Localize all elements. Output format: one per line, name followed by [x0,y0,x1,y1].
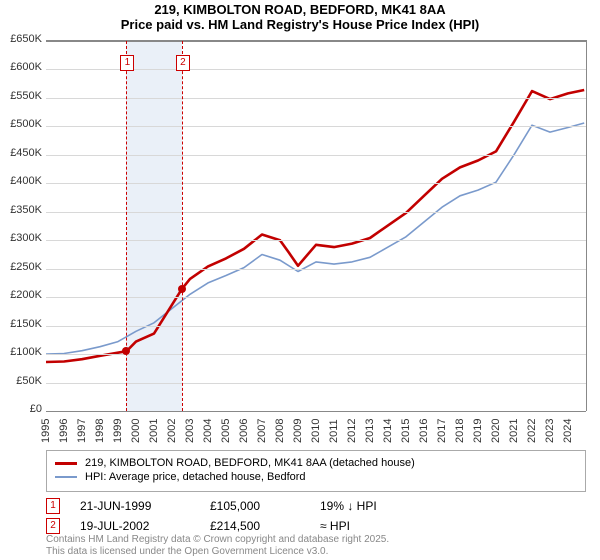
attribution: Contains HM Land Registry data © Crown c… [46,534,389,558]
x-axis-label: 1995 [40,429,52,443]
sale-dot [178,285,186,293]
x-axis-label: 2004 [202,429,214,443]
x-axis-label: 2015 [400,429,412,443]
legend-box: 219, KIMBOLTON ROAD, BEDFORD, MK41 8AA (… [46,450,586,492]
y-axis-label: £150K [0,318,42,330]
y-axis-label: £600K [0,61,42,73]
x-axis-label: 2023 [544,429,556,443]
event-marker-box: 2 [176,55,190,71]
sale-date-2: 19-JUL-2002 [80,519,210,533]
y-axis-label: £450K [0,147,42,159]
x-axis-label: 2016 [418,429,430,443]
y-axis-label: £650K [0,33,42,45]
x-axis-label: 2010 [310,429,322,443]
y-axis-label: £50K [0,375,42,387]
legend-swatch-hpi [55,476,77,478]
legend-label-hpi: HPI: Average price, detached house, Bedf… [85,471,306,483]
sale-date-1: 21-JUN-1999 [80,499,210,513]
legend-row-hpi: HPI: Average price, detached house, Bedf… [55,471,577,483]
x-axis-label: 2009 [292,429,304,443]
attribution-line1: Contains HM Land Registry data © Crown c… [46,534,389,546]
x-axis-label: 2003 [184,429,196,443]
y-axis-label: £350K [0,204,42,216]
y-axis-label: £200K [0,289,42,301]
sale-pct-1: 19% ↓ HPI [320,499,420,513]
y-axis-label: £0 [0,403,42,415]
sale-pct-2: ≈ HPI [320,519,420,533]
plot-area [46,40,587,411]
x-axis-label: 2018 [454,429,466,443]
x-axis-label: 2017 [436,429,448,443]
y-axis-label: £400K [0,175,42,187]
y-axis-label: £100K [0,346,42,358]
sale-price-1: £105,000 [210,499,320,513]
chart-container: 219, KIMBOLTON ROAD, BEDFORD, MK41 8AA P… [0,0,600,560]
y-axis-label: £300K [0,232,42,244]
y-axis-label: £500K [0,118,42,130]
y-axis-label: £550K [0,90,42,102]
legend-row-property: 219, KIMBOLTON ROAD, BEDFORD, MK41 8AA (… [55,457,577,469]
y-axis-label: £250K [0,261,42,273]
chart-title-desc: Price paid vs. HM Land Registry's House … [0,17,600,32]
sale-marker-1: 1 [46,498,60,514]
x-axis-label: 2024 [562,429,574,443]
sale-row-1: 1 21-JUN-1999 £105,000 19% ↓ HPI [46,498,420,514]
sale-dot [122,347,130,355]
sale-price-2: £214,500 [210,519,320,533]
chart-title-address: 219, KIMBOLTON ROAD, BEDFORD, MK41 8AA [0,2,600,17]
sale-row-2: 2 19-JUL-2002 £214,500 ≈ HPI [46,518,420,534]
event-marker-box: 1 [120,55,134,71]
x-axis-label: 2011 [328,429,340,443]
x-axis-label: 2020 [490,429,502,443]
x-axis-label: 1996 [58,429,70,443]
x-axis-label: 1999 [112,429,124,443]
x-axis-label: 2005 [220,429,232,443]
x-axis-label: 2021 [508,429,520,443]
x-axis-label: 2012 [346,429,358,443]
gridline [46,411,586,412]
x-axis-label: 2002 [166,429,178,443]
sale-marker-2: 2 [46,518,60,534]
x-axis-label: 1998 [94,429,106,443]
event-line [182,41,183,411]
x-axis-label: 2000 [130,429,142,443]
event-line [126,41,127,411]
x-axis-label: 2007 [256,429,268,443]
attribution-line2: This data is licensed under the Open Gov… [46,546,389,558]
x-axis-label: 2001 [148,429,160,443]
x-axis-label: 1997 [76,429,88,443]
title-block: 219, KIMBOLTON ROAD, BEDFORD, MK41 8AA P… [0,0,600,32]
x-axis-label: 2019 [472,429,484,443]
x-axis-label: 2022 [526,429,538,443]
legend-swatch-property [55,462,77,465]
x-axis-label: 2013 [364,429,376,443]
x-axis-label: 2006 [238,429,250,443]
legend-label-property: 219, KIMBOLTON ROAD, BEDFORD, MK41 8AA (… [85,457,415,469]
x-axis-label: 2008 [274,429,286,443]
x-axis-label: 2014 [382,429,394,443]
